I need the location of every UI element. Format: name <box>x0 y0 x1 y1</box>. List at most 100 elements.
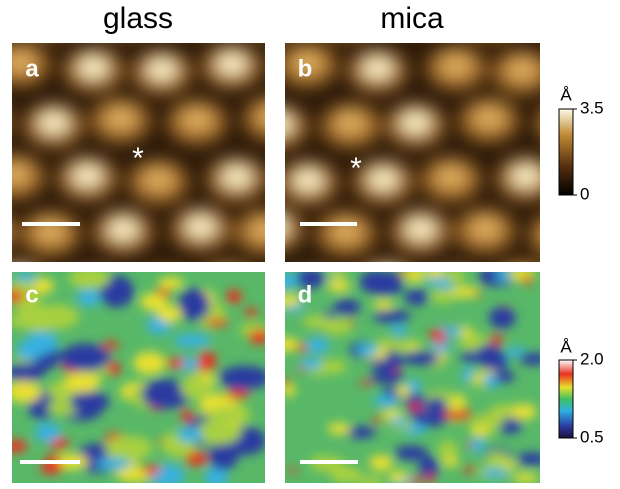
blob <box>147 57 177 81</box>
blob <box>477 344 501 362</box>
blob <box>226 290 242 304</box>
blob <box>217 51 247 75</box>
blob <box>250 217 280 241</box>
blob <box>321 319 353 335</box>
blob <box>334 299 361 315</box>
blob <box>507 57 537 81</box>
blob <box>143 167 173 191</box>
column-title: glass <box>103 2 173 35</box>
blob <box>36 1 66 25</box>
blob <box>358 476 384 487</box>
blob <box>186 214 216 238</box>
blob <box>174 333 211 347</box>
blob <box>181 410 194 422</box>
figure: glass mica a b c d * * Å Å 3.502.00.5 <box>0 0 620 489</box>
blob <box>570 50 620 94</box>
afm-image <box>4 267 270 489</box>
blob <box>370 371 404 384</box>
blob <box>256 2 286 26</box>
blob <box>102 341 119 349</box>
blob <box>356 343 378 356</box>
blob <box>185 0 215 19</box>
blob <box>0 99 10 143</box>
panel-label: a <box>25 55 39 82</box>
blob <box>16 340 45 360</box>
blob <box>189 0 219 22</box>
blob <box>0 0 8 37</box>
blob <box>0 162 30 186</box>
blob <box>21 0 81 38</box>
marker: * <box>350 152 362 185</box>
blob <box>6 363 45 381</box>
colorbar <box>559 360 573 438</box>
blob <box>485 452 509 465</box>
blob <box>359 381 371 386</box>
colorbar <box>559 109 573 195</box>
blob <box>133 352 165 375</box>
blob <box>482 468 508 478</box>
blob <box>462 467 476 473</box>
blob <box>108 362 121 375</box>
blob <box>288 468 297 474</box>
blob <box>536 0 596 32</box>
blob <box>476 2 506 26</box>
blob <box>601 213 620 257</box>
blob <box>529 213 589 257</box>
blob <box>452 286 478 298</box>
blob <box>494 370 515 382</box>
blob <box>4 440 27 453</box>
blob <box>489 307 516 329</box>
blob <box>470 216 500 240</box>
blob <box>142 465 161 474</box>
blob <box>470 438 485 452</box>
blob <box>180 376 210 398</box>
blob <box>519 353 548 365</box>
blob <box>5 290 24 303</box>
blob <box>241 0 301 39</box>
blob <box>275 272 299 289</box>
blob <box>460 409 471 419</box>
blob <box>330 2 360 26</box>
afm-image <box>272 266 548 488</box>
blob <box>219 366 270 390</box>
blob <box>513 473 539 483</box>
blob <box>222 164 252 188</box>
blob <box>511 404 536 420</box>
blob <box>551 0 581 19</box>
blob <box>373 416 382 423</box>
blob <box>241 0 301 37</box>
blob <box>403 341 421 350</box>
column-title: mica <box>380 2 444 35</box>
blob <box>507 347 526 356</box>
blob <box>359 270 393 294</box>
blob <box>517 452 548 466</box>
blob <box>70 391 110 413</box>
blob <box>105 436 153 460</box>
blob <box>373 310 411 323</box>
blob <box>399 269 408 274</box>
panel-label: d <box>298 281 313 308</box>
blob <box>158 277 184 289</box>
blob <box>306 337 330 353</box>
blob <box>106 106 136 130</box>
blob <box>299 358 324 369</box>
blob <box>410 476 421 485</box>
blob <box>39 110 69 134</box>
colorbar-unit: Å <box>560 337 572 356</box>
colorbar-tick-label: 3.5 <box>580 98 604 117</box>
blob <box>544 220 574 244</box>
blob <box>441 53 471 77</box>
blob <box>523 275 533 284</box>
blob <box>321 360 347 374</box>
blob <box>206 319 229 327</box>
blob <box>426 474 435 483</box>
blob <box>327 280 350 292</box>
blob <box>368 167 398 191</box>
blob <box>282 384 296 397</box>
colorbar-ticks: 3.502.00.5 <box>573 98 604 446</box>
blob <box>177 427 203 442</box>
blob <box>390 417 407 425</box>
blob <box>430 289 455 304</box>
blob <box>64 372 101 392</box>
blob <box>315 0 375 39</box>
